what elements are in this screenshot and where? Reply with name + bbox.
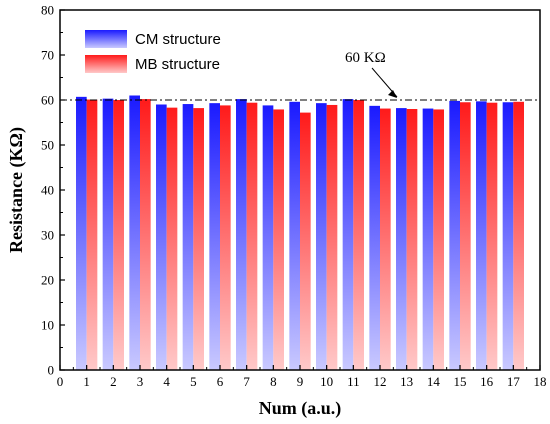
cm-bar-5 <box>182 104 194 371</box>
mb-bar-8 <box>273 109 284 370</box>
x-tick-label-3: 3 <box>137 374 144 389</box>
x-axis-title: Num (a.u.) <box>259 398 342 419</box>
mb-bar-7 <box>246 102 258 370</box>
cm-bar-7 <box>236 99 247 370</box>
x-tick-label-5: 5 <box>190 374 197 389</box>
cm-bar-8 <box>262 105 274 371</box>
y-tick-label-70: 70 <box>41 48 54 63</box>
x-tick-label-1: 1 <box>83 374 90 389</box>
legend-label-mb: MB structure <box>135 56 220 73</box>
mb-bar-11 <box>353 100 364 370</box>
x-tick-label-15: 15 <box>454 374 467 389</box>
cm-bar-12 <box>369 105 380 370</box>
reference-line-label: 60 KΩ <box>345 50 386 66</box>
mb-bar-2 <box>113 100 124 370</box>
cm-bar-13 <box>396 108 407 370</box>
bars-layer <box>76 95 524 371</box>
cm-bar-9 <box>289 101 300 371</box>
cm-bar-10 <box>316 103 327 371</box>
cm-bar-1 <box>76 96 87 370</box>
cm-bar-17 <box>502 102 514 370</box>
mb-bar-14 <box>433 109 444 370</box>
x-tick-label-6: 6 <box>217 374 224 389</box>
x-tick-label-17: 17 <box>507 374 521 389</box>
y-tick-label-50: 50 <box>41 138 54 153</box>
mb-bar-13 <box>406 109 418 370</box>
x-tick-label-7: 7 <box>243 374 250 389</box>
y-axis-title: Resistance (KΩ) <box>6 127 27 253</box>
cm-bar-16 <box>476 101 487 370</box>
cm-bar-15 <box>449 100 460 371</box>
y-tick-label-0: 0 <box>48 363 55 378</box>
mb-bar-12 <box>380 108 391 371</box>
x-tick-label-18: 18 <box>534 374 547 389</box>
x-tick-label-2: 2 <box>110 374 117 389</box>
x-tick-label-11: 11 <box>347 374 360 389</box>
mb-bar-6 <box>220 105 231 371</box>
mb-bar-4 <box>166 107 178 371</box>
x-tick-label-13: 13 <box>400 374 413 389</box>
x-tick-label-12: 12 <box>374 374 387 389</box>
legend-label-cm: CM structure <box>135 31 221 48</box>
mb-bar-3 <box>140 99 151 370</box>
x-tick-label-16: 16 <box>480 374 494 389</box>
reference-line-layer: 60 KΩ <box>60 50 540 101</box>
mb-bar-1 <box>86 99 98 371</box>
y-tick-label-80: 80 <box>41 3 54 18</box>
ticks-layer: 0 1 2 3 4 5 6 7 8 9 10 11 12 13 14 15 16 17 18010203040506… <box>41 3 547 390</box>
cm-bar-4 <box>156 104 167 370</box>
legend-swatch-cm <box>85 30 127 48</box>
mb-bar-16 <box>486 102 498 370</box>
mb-bar-5 <box>193 108 204 370</box>
x-tick-label-10: 10 <box>320 374 333 389</box>
mb-bar-15 <box>460 102 471 370</box>
y-tick-label-30: 30 <box>41 228 54 243</box>
y-tick-label-10: 10 <box>41 318 54 333</box>
y-tick-label-60: 60 <box>41 93 54 108</box>
cm-bar-3 <box>129 95 140 370</box>
mb-bar-10 <box>326 104 338 370</box>
x-tick-label-0: 0 <box>57 374 64 389</box>
cm-bar-6 <box>209 103 220 371</box>
x-tick-label-4: 4 <box>163 374 170 389</box>
cm-bar-2 <box>102 98 114 371</box>
legend-swatch-mb <box>85 55 127 73</box>
cm-bar-11 <box>342 99 354 370</box>
x-tick-label-8: 8 <box>270 374 277 389</box>
legend: CM structure MB structure <box>85 30 221 73</box>
annotation-arrow-head <box>388 90 397 98</box>
y-tick-label-40: 40 <box>41 183 54 198</box>
mb-bar-17 <box>513 101 524 371</box>
y-tick-label-20: 20 <box>41 273 54 288</box>
mb-bar-9 <box>300 112 311 370</box>
x-tick-label-9: 9 <box>297 374 304 389</box>
cm-bar-14 <box>422 108 434 371</box>
x-tick-label-14: 14 <box>427 374 441 389</box>
